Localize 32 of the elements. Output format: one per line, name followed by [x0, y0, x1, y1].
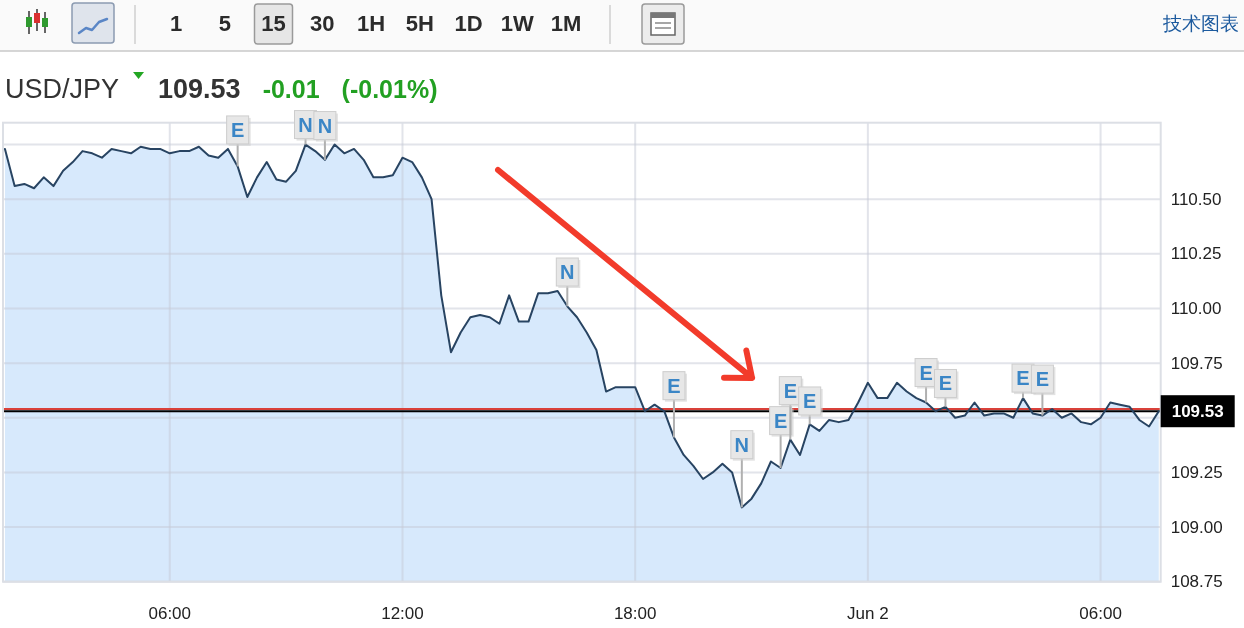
y-tick-label: 110.50: [1170, 189, 1222, 209]
annotation: N: [317, 114, 333, 137]
y-tick-label: 109.00: [1170, 517, 1223, 537]
annotation: E: [773, 409, 788, 432]
text: 1 5 15 30 1H 5H 1D 1W 1M: [169, 10, 582, 36]
y-tick-label: 108.75: [1170, 572, 1223, 592]
x-tick-label: Jun 2: [847, 603, 889, 623]
annotation: E: [919, 361, 933, 384]
text: -0.01: [262, 75, 320, 103]
text: (-0.01%): [341, 75, 438, 103]
annotation: E: [803, 389, 817, 412]
annotation: N: [560, 261, 575, 283]
y-tick-label: 109.75: [1170, 353, 1223, 373]
chart-subtitle: 109.53: [158, 74, 241, 104]
y-tick-label: 109.25: [1170, 462, 1223, 482]
annotation: E: [938, 372, 953, 395]
y-tick-label: 110.00: [1170, 298, 1222, 318]
chart-title: USD/JPY: [5, 74, 120, 104]
annotation: E: [1035, 368, 1050, 391]
x-tick-label: 06:00: [1079, 603, 1122, 623]
annotation: E: [783, 379, 797, 402]
annotation: N: [734, 433, 750, 456]
annotation: E: [667, 374, 681, 397]
y-tick-label: 110.25: [1170, 244, 1222, 264]
x-tick-label: 18:00: [613, 603, 657, 623]
x-tick-label: 06:00: [148, 603, 192, 623]
x-tick-label: 12:00: [381, 603, 424, 623]
annotation: N: [298, 113, 313, 136]
annotation: E: [230, 118, 245, 141]
annotation: E: [1016, 367, 1030, 390]
text: 技术图表: [1162, 12, 1239, 34]
ref-line-label: 109.53: [1171, 401, 1224, 421]
